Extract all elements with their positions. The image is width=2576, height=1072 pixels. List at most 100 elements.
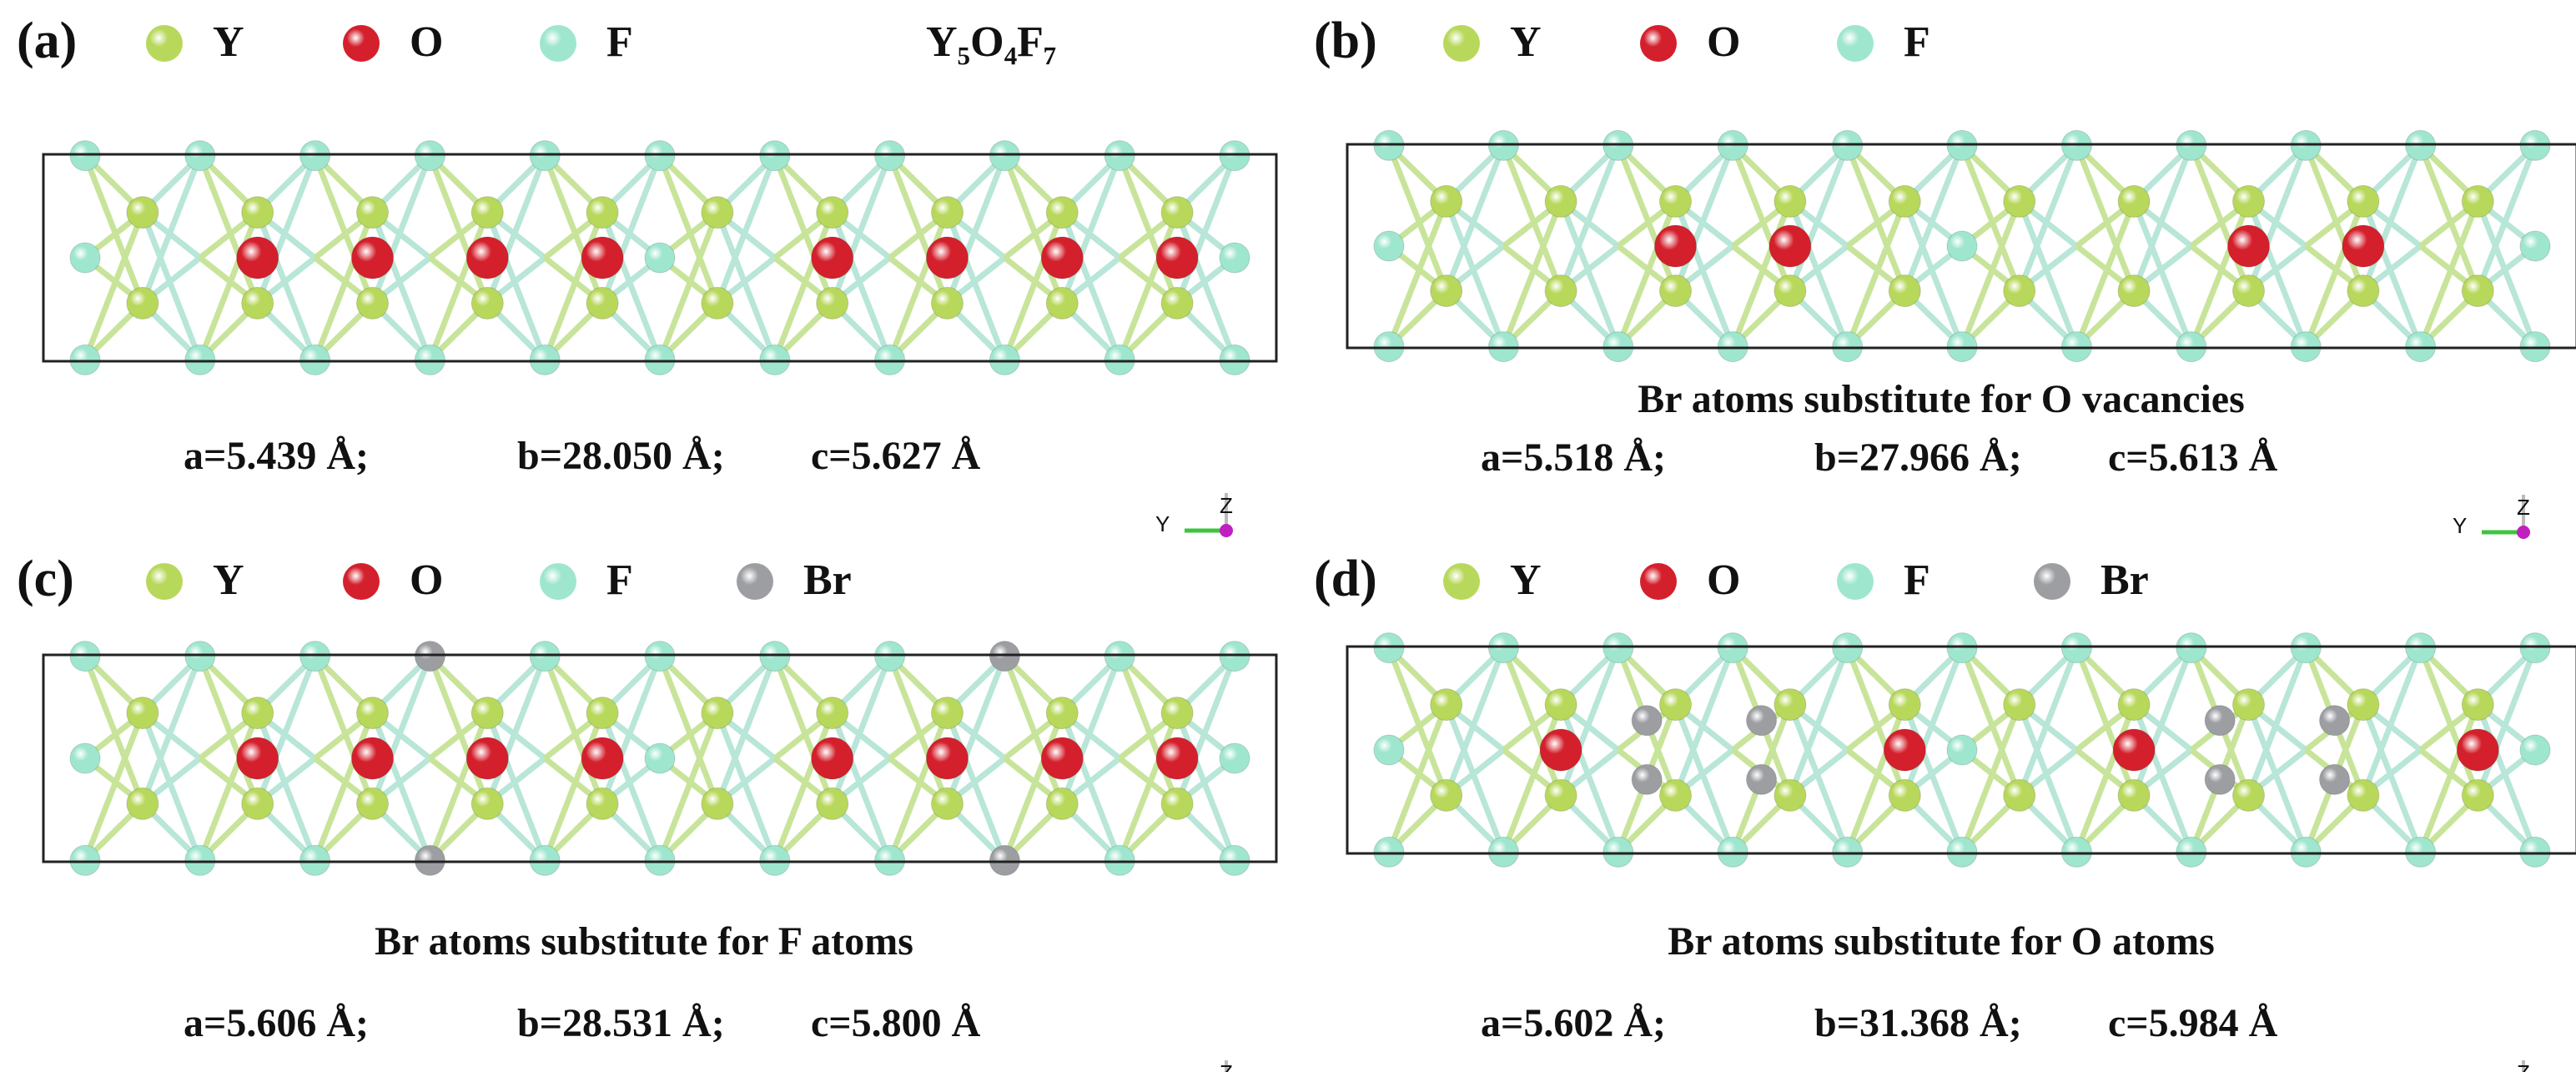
bond [2016, 647, 2080, 797]
atom [1219, 641, 1250, 672]
atom [2319, 763, 2351, 795]
bond [2418, 647, 2481, 797]
bond [2074, 703, 2137, 853]
atom [2176, 632, 2207, 664]
atom [529, 140, 561, 172]
atom [69, 242, 101, 274]
bond [2016, 703, 2080, 853]
atom [1544, 274, 1577, 308]
atom [989, 844, 1020, 876]
atom [356, 787, 389, 820]
atom [2112, 728, 2156, 772]
bond [427, 655, 491, 805]
bond [2246, 144, 2309, 292]
unit-cell [42, 153, 1278, 363]
atom [926, 737, 969, 780]
atom [1104, 344, 1135, 375]
axis-label: Z [2517, 495, 2530, 520]
bond [254, 655, 318, 805]
legend-label: Y [1510, 556, 1542, 604]
atom [465, 236, 509, 279]
atom [644, 641, 676, 672]
bond [1902, 144, 1965, 292]
bond [2074, 200, 2137, 348]
atom [351, 236, 394, 279]
bond [139, 154, 204, 304]
atom [1774, 274, 1807, 308]
atoms [1373, 632, 2551, 868]
atom [2461, 274, 2494, 308]
atom [236, 737, 279, 780]
axis-label: Z [1220, 493, 1233, 518]
atom [1544, 688, 1577, 722]
atom [184, 641, 216, 672]
bond [2246, 200, 2309, 348]
atom [1040, 236, 1084, 279]
bond [657, 154, 721, 304]
atom [2347, 184, 2380, 218]
bond [1501, 647, 1564, 797]
bond [1002, 655, 1065, 805]
unit-cell [1346, 143, 2576, 350]
legend-ball [540, 563, 576, 600]
legend-label: Y [213, 556, 244, 604]
atom [2176, 836, 2207, 868]
bond [599, 712, 663, 862]
unit-cell [1346, 645, 2576, 855]
legend-ball [1443, 563, 1480, 600]
panel-label: (b) [1314, 13, 1377, 69]
bond [1059, 154, 1123, 304]
bond [82, 154, 146, 304]
atom [586, 697, 619, 730]
atom [414, 641, 445, 672]
atom [2003, 778, 2036, 812]
bond [2188, 200, 2251, 348]
atom [470, 196, 504, 229]
bond [829, 712, 893, 862]
atom [2519, 230, 2551, 262]
axis-label: Y [1155, 511, 1170, 536]
bond [1729, 200, 1794, 348]
bond [541, 211, 606, 361]
bond [2475, 703, 2538, 853]
atom [2461, 778, 2494, 812]
atom [2290, 632, 2322, 664]
bond [1059, 211, 1123, 361]
atom [2204, 705, 2236, 737]
legend-ball [1640, 563, 1677, 600]
bond [772, 712, 835, 862]
bond [714, 154, 778, 304]
atom [1946, 632, 1978, 664]
atom [1160, 787, 1194, 820]
atom [1946, 836, 1978, 868]
bond [1959, 144, 2022, 292]
atom [1487, 632, 1519, 664]
bond [1673, 200, 1736, 348]
atom [1774, 778, 1807, 812]
atom [1888, 184, 1921, 218]
bond [599, 655, 663, 805]
atom [759, 641, 791, 672]
bond [1501, 144, 1564, 292]
legend-ball [146, 25, 183, 62]
bond [1174, 712, 1238, 862]
bond [1787, 200, 1850, 348]
lattice-parameter: a=5.518 Å; [1481, 435, 1666, 480]
bond [1443, 647, 1507, 797]
bond [1787, 647, 1850, 797]
atom [874, 641, 906, 672]
atom [2117, 274, 2151, 308]
bond [1501, 703, 1564, 853]
lattice-parameter: a=5.439 Å; [184, 434, 369, 478]
bond [1959, 647, 2022, 797]
atom [1104, 844, 1135, 876]
atom [1659, 778, 1692, 812]
atom [356, 697, 389, 730]
bond [829, 655, 893, 805]
bond [139, 211, 204, 361]
legend-ball [2034, 563, 2070, 600]
bond [2016, 200, 2080, 348]
atom [1045, 787, 1079, 820]
bond [2418, 200, 2481, 348]
bonds [1386, 143, 2538, 350]
